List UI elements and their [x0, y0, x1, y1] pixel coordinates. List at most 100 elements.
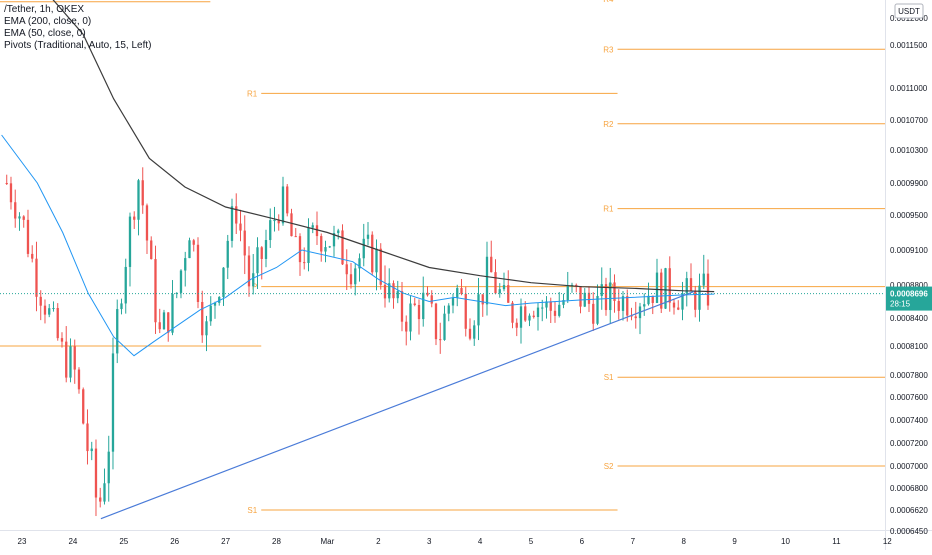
candle-body — [643, 304, 646, 307]
indicator-pivots[interactable]: Pivots (Traditional, Auto, 15, Left) — [4, 40, 152, 51]
countdown-label: 28:15 — [890, 300, 911, 309]
candle-body — [634, 316, 637, 319]
pivot-label: S1 — [247, 506, 257, 515]
candle-body — [179, 270, 183, 293]
candles — [5, 167, 710, 517]
pivot-label: S2 — [604, 462, 614, 471]
candle-body — [18, 216, 21, 219]
candle-body — [209, 305, 212, 322]
candle-body — [541, 307, 544, 309]
currency-badge[interactable]: USDT — [894, 3, 924, 19]
price-tick-label: 0.0010300 — [890, 146, 928, 155]
time-tick-label: 28 — [272, 537, 281, 546]
time-tick-label: 10 — [781, 537, 790, 546]
candle-body — [507, 285, 510, 303]
candle-body — [311, 225, 314, 228]
candle-body — [706, 273, 710, 306]
candle-body — [90, 448, 93, 452]
trendline[interactable] — [100, 291, 695, 520]
candle-body — [162, 312, 166, 330]
candle-body — [349, 274, 353, 285]
candle-body — [481, 294, 484, 305]
candle-body — [664, 268, 667, 309]
candle-body — [587, 292, 591, 304]
candle-body — [524, 306, 527, 321]
candle-body — [485, 256, 489, 305]
candle-body — [196, 244, 200, 302]
candle-body — [294, 236, 297, 238]
candle-body — [660, 272, 663, 309]
candle-body — [651, 295, 654, 303]
candle-body — [536, 307, 540, 317]
candle-body — [417, 305, 421, 320]
candle-body — [128, 216, 132, 267]
candle-body — [685, 278, 688, 294]
time-axis[interactable]: 23 24 25 26 27 28 Mar 2 3 4 5 6 7 8 9 10 11 12 — [18, 537, 893, 546]
candle-body — [158, 322, 161, 330]
price-tick-label: 0.0009900 — [890, 179, 928, 188]
candle-body — [65, 341, 68, 378]
symbol-title[interactable]: /Tether, 1h, OKEX — [4, 4, 85, 15]
candle-body — [617, 300, 620, 311]
candle-body — [235, 206, 238, 224]
candle-body — [549, 301, 552, 311]
candle-body — [328, 246, 331, 248]
time-tick-label: 27 — [221, 537, 230, 546]
price-tick-label: 0.0009500 — [890, 211, 928, 220]
candle-body — [150, 240, 153, 260]
candle-body — [247, 255, 251, 287]
time-tick-label: 3 — [427, 537, 432, 546]
candle-body — [77, 369, 81, 390]
candle-body — [154, 259, 157, 323]
candle-body — [86, 423, 89, 452]
price-tick-label: 0.0008800 — [890, 281, 928, 290]
candle-body — [439, 339, 442, 341]
candle-body — [383, 284, 387, 299]
currency-label: USDT — [898, 7, 920, 16]
ema50-line — [1, 134, 715, 357]
candle-body — [609, 282, 612, 311]
candle-body — [456, 288, 459, 298]
time-tick-label: 9 — [732, 537, 737, 546]
price-tick-label: 0.0007800 — [890, 371, 928, 380]
candle-body — [464, 293, 467, 329]
time-tick-label: 5 — [529, 537, 534, 546]
candle-body — [511, 302, 514, 323]
trendline-group[interactable] — [100, 291, 695, 520]
candle-body — [264, 240, 268, 259]
candle-body — [341, 230, 344, 265]
candle-body — [171, 294, 174, 333]
candle-body — [388, 283, 391, 299]
candle-body — [281, 186, 285, 224]
candle-body — [60, 338, 64, 342]
candle-body — [494, 272, 497, 294]
candle-body — [133, 216, 136, 220]
candle-body — [48, 308, 51, 315]
ema-lines — [1, 0, 715, 357]
candle-body — [371, 234, 374, 273]
candle-body — [320, 236, 323, 252]
indicator-ema50[interactable]: EMA (50, close, 0) — [4, 28, 86, 39]
candle-body — [545, 301, 548, 308]
price-tag-box — [886, 286, 932, 311]
candle-body — [303, 262, 306, 264]
price-tick-label: 0.0011500 — [890, 41, 928, 50]
indicator-ema200[interactable]: EMA (200, close, 0) — [4, 16, 92, 27]
candle-body — [324, 247, 327, 252]
candle-body — [405, 321, 408, 332]
pivot-label: P — [252, 283, 257, 292]
candle-body — [260, 247, 263, 259]
price-tick-label: 0.0007200 — [890, 439, 928, 448]
ema200-line — [52, 0, 715, 293]
time-tick-label: 8 — [681, 537, 686, 546]
candle-body — [460, 288, 463, 294]
candle-body — [201, 301, 204, 336]
candle-body — [269, 220, 272, 241]
candle-body — [604, 284, 608, 311]
candle-body — [647, 295, 650, 305]
candle-body — [422, 292, 425, 320]
candle-body — [409, 303, 412, 332]
pivot-label: R1 — [603, 205, 614, 214]
